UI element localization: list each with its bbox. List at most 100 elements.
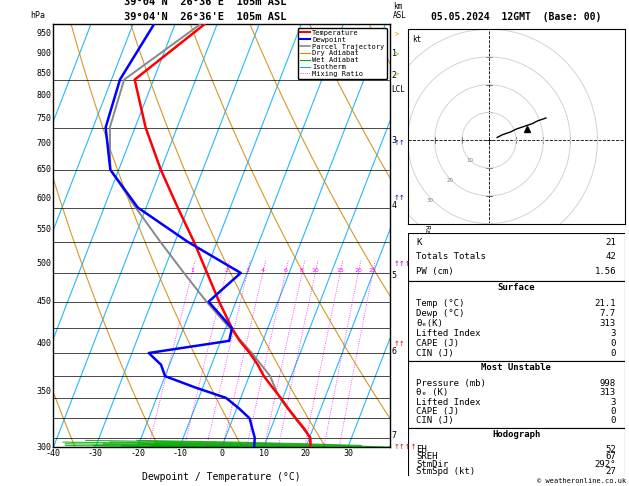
Text: 8: 8: [300, 268, 304, 273]
Text: 350: 350: [36, 387, 52, 396]
Text: 3: 3: [392, 136, 397, 145]
Text: 0: 0: [611, 339, 616, 348]
Text: CAPE (J): CAPE (J): [416, 407, 459, 416]
Text: Hodograph: Hodograph: [492, 430, 540, 439]
Text: -40: -40: [46, 449, 61, 458]
Text: 0: 0: [220, 449, 224, 458]
Text: 500: 500: [36, 260, 52, 268]
Text: © weatheronline.co.uk: © weatheronline.co.uk: [537, 478, 626, 484]
Text: PW (cm): PW (cm): [416, 267, 454, 276]
Text: 42: 42: [605, 252, 616, 261]
Text: K: K: [416, 238, 421, 247]
Text: hPa: hPa: [30, 11, 45, 20]
Text: 700: 700: [36, 139, 52, 148]
Text: 7: 7: [392, 431, 397, 440]
Text: 950: 950: [36, 29, 52, 38]
Text: 39°04'N  26°36'E  105m ASL: 39°04'N 26°36'E 105m ASL: [124, 12, 286, 22]
Text: StmDir: StmDir: [416, 460, 448, 469]
Text: 6: 6: [392, 347, 397, 356]
Text: 52: 52: [605, 445, 616, 454]
Text: 292°: 292°: [594, 460, 616, 469]
Text: CAPE (J): CAPE (J): [416, 339, 459, 348]
Text: Dewp (°C): Dewp (°C): [416, 309, 465, 318]
Text: 313: 313: [600, 319, 616, 328]
Bar: [408, 428, 625, 477]
Text: 600: 600: [36, 194, 52, 203]
Text: -20: -20: [130, 449, 145, 458]
Text: 850: 850: [36, 69, 52, 78]
Text: 20: 20: [447, 178, 454, 183]
Text: 21.1: 21.1: [594, 299, 616, 308]
Text: Totals Totals: Totals Totals: [416, 252, 486, 261]
Text: 6: 6: [284, 268, 287, 273]
Text: 0: 0: [611, 407, 616, 416]
Text: 10: 10: [311, 268, 319, 273]
Text: SREH: SREH: [416, 452, 438, 461]
Text: -10: -10: [172, 449, 187, 458]
Text: 7.7: 7.7: [600, 309, 616, 318]
Text: >: >: [393, 50, 399, 56]
Text: 400: 400: [36, 339, 52, 348]
Text: Mixing Ratio (g/kg): Mixing Ratio (g/kg): [424, 195, 430, 276]
Text: 3: 3: [245, 268, 249, 273]
Text: 10: 10: [259, 449, 269, 458]
Text: 3: 3: [611, 329, 616, 338]
Text: CIN (J): CIN (J): [416, 349, 454, 358]
Text: CIN (J): CIN (J): [416, 416, 454, 425]
Text: StmSpd (kt): StmSpd (kt): [416, 467, 476, 476]
Text: 0: 0: [611, 349, 616, 358]
Text: 4: 4: [392, 201, 397, 210]
Text: 1: 1: [190, 268, 194, 273]
Text: 05.05.2024  12GMT  (Base: 00): 05.05.2024 12GMT (Base: 00): [431, 12, 601, 22]
Text: 20: 20: [301, 449, 311, 458]
Text: kt: kt: [412, 35, 421, 44]
Text: 21: 21: [605, 238, 616, 247]
Text: -30: -30: [88, 449, 103, 458]
Text: θₑ (K): θₑ (K): [416, 388, 448, 398]
Text: 4: 4: [261, 268, 265, 273]
Text: 1: 1: [392, 49, 397, 57]
Text: 0: 0: [611, 416, 616, 425]
Text: ↑↑↑↑: ↑↑↑↑: [393, 444, 416, 450]
Text: θₑ(K): θₑ(K): [416, 319, 443, 328]
Text: >: >: [393, 31, 399, 36]
Text: Most Unstable: Most Unstable: [481, 364, 551, 372]
Text: 450: 450: [36, 297, 52, 306]
Text: 313: 313: [600, 388, 616, 398]
Text: 650: 650: [36, 165, 52, 174]
Text: EH: EH: [416, 445, 427, 454]
Text: Pressure (mb): Pressure (mb): [416, 379, 486, 388]
Text: km
ASL: km ASL: [393, 2, 407, 20]
Text: 998: 998: [600, 379, 616, 388]
Text: 30: 30: [427, 198, 434, 203]
Text: ↑↑: ↑↑: [393, 140, 405, 146]
Text: 2: 2: [392, 71, 397, 80]
Text: 3: 3: [611, 398, 616, 407]
Text: 15: 15: [337, 268, 344, 273]
Text: ↑↑: ↑↑: [393, 341, 405, 347]
Text: Temp (°C): Temp (°C): [416, 299, 465, 308]
Text: ↑↑: ↑↑: [393, 195, 405, 202]
Text: 750: 750: [36, 114, 52, 123]
Bar: [408, 361, 625, 428]
Text: 800: 800: [36, 91, 52, 100]
Text: 1.56: 1.56: [594, 267, 616, 276]
Text: 5: 5: [392, 271, 397, 280]
Text: 300: 300: [36, 443, 52, 451]
Text: Surface: Surface: [498, 283, 535, 292]
Text: LCL: LCL: [392, 86, 406, 94]
Text: 25: 25: [369, 268, 377, 273]
Bar: [408, 281, 625, 361]
Text: 10: 10: [466, 158, 473, 163]
Text: Dewpoint / Temperature (°C): Dewpoint / Temperature (°C): [142, 472, 301, 483]
Text: Lifted Index: Lifted Index: [416, 398, 481, 407]
Text: 900: 900: [36, 49, 52, 57]
Text: 550: 550: [36, 225, 52, 234]
Text: 27: 27: [605, 467, 616, 476]
Text: 2: 2: [224, 268, 228, 273]
Text: ↑↑↑: ↑↑↑: [393, 261, 411, 267]
Text: 30: 30: [343, 449, 353, 458]
Text: >: >: [393, 70, 399, 76]
Bar: [408, 233, 625, 281]
Legend: Temperature, Dewpoint, Parcel Trajectory, Dry Adiabat, Wet Adiabat, Isotherm, Mi: Temperature, Dewpoint, Parcel Trajectory…: [298, 28, 386, 79]
